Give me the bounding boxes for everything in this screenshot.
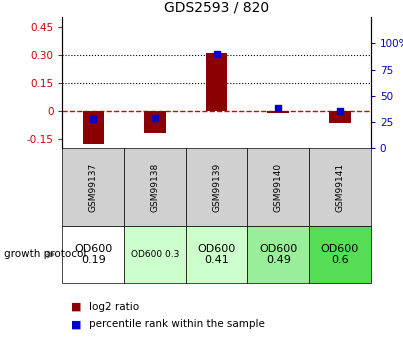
Point <box>275 106 282 111</box>
Text: GSM99139: GSM99139 <box>212 162 221 212</box>
Bar <box>124 148 186 226</box>
Text: OD600
0.19: OD600 0.19 <box>74 244 112 265</box>
Bar <box>62 148 124 226</box>
Point <box>152 115 158 121</box>
Point <box>337 108 343 114</box>
Bar <box>62 226 124 283</box>
Text: OD600 0.3: OD600 0.3 <box>131 250 179 259</box>
Bar <box>206 53 227 111</box>
Bar <box>186 226 247 283</box>
Text: OD600
0.6: OD600 0.6 <box>321 244 359 265</box>
Bar <box>329 111 351 123</box>
Text: GSM99141: GSM99141 <box>335 162 345 212</box>
Point <box>90 116 97 122</box>
Bar <box>186 148 247 226</box>
Bar <box>309 226 371 283</box>
Text: log2 ratio: log2 ratio <box>89 302 139 312</box>
Bar <box>144 111 166 134</box>
Bar <box>268 111 289 113</box>
Text: percentile rank within the sample: percentile rank within the sample <box>89 319 264 329</box>
Text: GSM99137: GSM99137 <box>89 162 98 212</box>
Text: GSM99138: GSM99138 <box>150 162 160 212</box>
Bar <box>124 226 186 283</box>
Text: ■: ■ <box>71 319 81 329</box>
Bar <box>247 226 309 283</box>
Text: OD600
0.41: OD600 0.41 <box>197 244 236 265</box>
Point <box>214 51 220 57</box>
Text: GSM99140: GSM99140 <box>274 162 283 212</box>
Bar <box>309 148 371 226</box>
Text: growth protocol: growth protocol <box>4 249 86 259</box>
Text: OD600
0.49: OD600 0.49 <box>259 244 297 265</box>
Bar <box>83 111 104 144</box>
Text: ■: ■ <box>71 302 81 312</box>
Title: GDS2593 / 820: GDS2593 / 820 <box>164 1 269 15</box>
Bar <box>247 148 309 226</box>
